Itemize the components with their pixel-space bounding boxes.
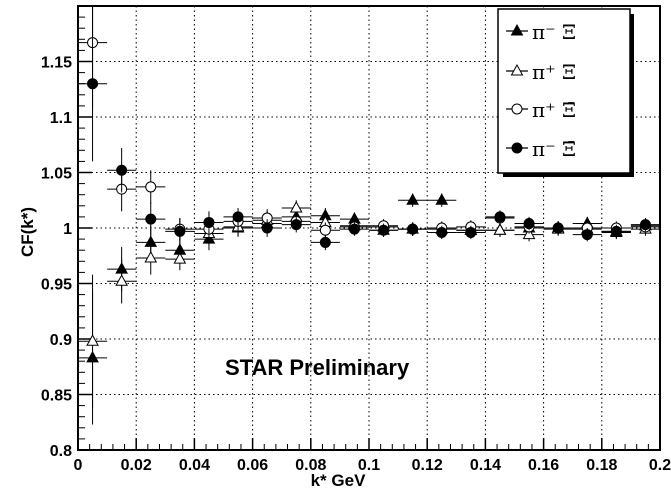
data-point-marker (348, 223, 360, 235)
data-point-marker (406, 193, 419, 205)
y-tick-label: 1.15 (41, 55, 72, 72)
data-point-marker (319, 236, 331, 248)
data-point-marker (290, 219, 302, 231)
data-point-marker (174, 225, 186, 237)
annotation-star-preliminary: STAR Preliminary (225, 355, 410, 380)
legend-marker (510, 23, 524, 36)
series-layer (78, 6, 660, 425)
axis-ticks (77, 5, 661, 451)
y-axis-label: CF(k*) (18, 207, 37, 257)
data-point-marker (203, 216, 215, 228)
data-point-marker (523, 218, 535, 230)
data-point-marker (145, 181, 157, 193)
y-tick-label: 1.1 (50, 110, 72, 127)
data-point-marker (639, 219, 651, 231)
legend-entry-3: π⁺ Ξ̄ (506, 98, 576, 122)
y-tick-label: 0.9 (50, 332, 72, 349)
x-axis-label: k* GeV (311, 471, 366, 490)
x-tick-label: 0 (74, 457, 83, 474)
data-point-marker (87, 78, 99, 90)
y-tick-label: 0.8 (50, 443, 72, 460)
legend-shadow-right (630, 14, 634, 177)
y-tick-label: 0.95 (41, 277, 72, 294)
series-4 (78, 6, 660, 251)
legend-label: π⁺ Ξ (532, 60, 576, 84)
data-point-marker (493, 223, 507, 235)
legend-label: π⁻ Ξ̄ (532, 137, 576, 161)
x-tick-label: 0.2 (649, 457, 671, 474)
x-tick-label: 0.1 (358, 457, 380, 474)
legend-entry-4: π⁻ Ξ̄ (506, 137, 576, 161)
data-point-marker (610, 225, 622, 237)
data-point-marker (116, 164, 128, 176)
y-tick-label: 1.05 (41, 166, 72, 183)
legend-marker (511, 103, 523, 115)
data-point-marker (552, 222, 564, 234)
data-point-marker (86, 334, 99, 346)
legend-label: π⁻ Ξ (532, 20, 576, 44)
x-tick-label: 0.04 (179, 457, 210, 474)
legend: π⁻ Ξ π⁺ Ξ π⁺ Ξ̄ π⁻ Ξ̄ (497, 8, 634, 177)
x-tick-label: 0.12 (412, 457, 443, 474)
y-tick-label: 0.85 (41, 388, 72, 405)
x-tick-label: 0.06 (237, 457, 268, 474)
data-point-marker (261, 222, 273, 234)
data-point-marker (173, 252, 187, 264)
x-tick-label: 0.08 (295, 457, 326, 474)
data-point-marker (144, 250, 158, 263)
x-tick-label: 0.18 (586, 457, 617, 474)
data-point-marker (289, 200, 303, 213)
x-tick-label: 0.14 (470, 457, 501, 474)
tick-labels: 0 0.02 0.04 0.06 0.08 0.1 0.12 0.14 0.16 0.18 0.2 0… (41, 55, 671, 475)
data-point-marker (581, 229, 593, 241)
legend-shadow-bottom (503, 173, 634, 177)
data-point-marker (522, 227, 536, 240)
data-point-marker (145, 213, 157, 225)
legend-marker (511, 142, 523, 154)
x-tick-label: 0.02 (121, 457, 152, 474)
y-tick-label: 1 (63, 221, 72, 238)
legend-entry-2: π⁺ Ξ (506, 60, 576, 84)
x-tick-label: 0.16 (528, 457, 559, 474)
data-point-marker (232, 211, 244, 223)
data-point-marker (494, 211, 506, 223)
data-point-marker (115, 274, 128, 286)
data-point-marker (436, 226, 448, 238)
data-point-marker (465, 226, 477, 238)
legend-label: π⁺ Ξ̄ (532, 98, 576, 122)
data-point-marker (378, 224, 390, 236)
legend-entry-1: π⁻ Ξ (506, 20, 576, 44)
data-point-marker (319, 224, 331, 236)
data-point-marker (407, 223, 419, 235)
legend-marker (510, 63, 524, 76)
data-point-marker (435, 193, 449, 205)
